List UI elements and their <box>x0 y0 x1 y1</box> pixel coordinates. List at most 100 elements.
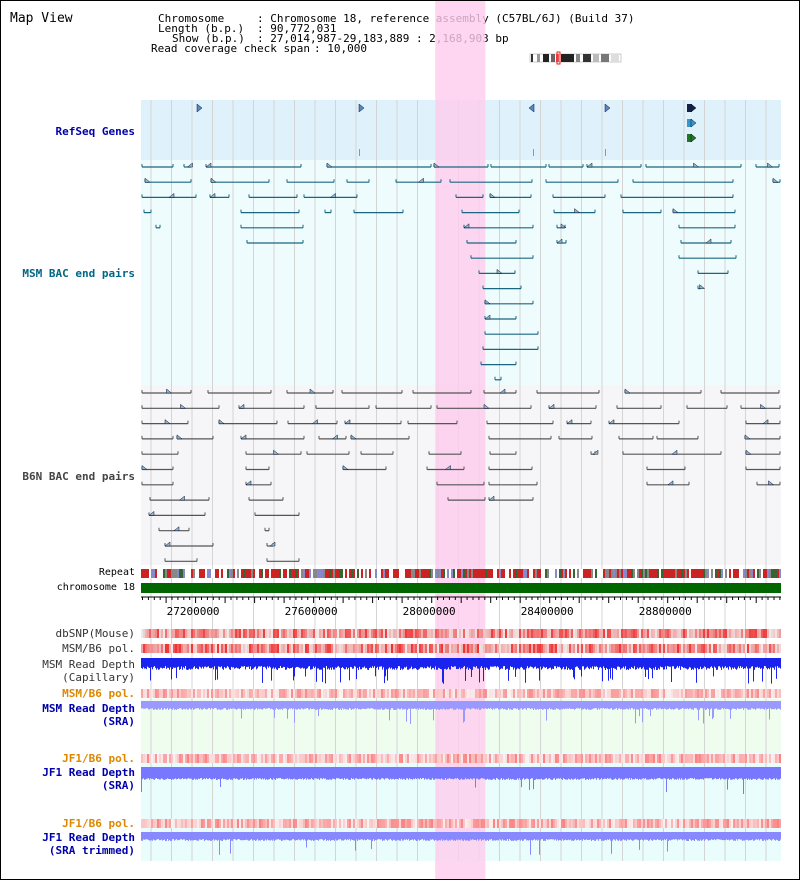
msm-depth-capillary-bar <box>675 658 676 669</box>
jf1-depth-trim-bar <box>516 832 517 841</box>
jf1-b6-pol-trim-heat <box>177 819 179 828</box>
repeat-segment <box>669 569 671 578</box>
msm-b6-pol-sra-heat <box>731 689 733 698</box>
msm-b6-pol-sra-heat <box>207 689 209 698</box>
msm-b6-pol-heat <box>347 644 349 653</box>
msm-depth-sra-bar <box>164 701 165 708</box>
jf1-depth-sra-bar <box>740 767 741 779</box>
repeat-segment <box>709 569 711 578</box>
jf1-depth-trim-bar <box>488 832 489 841</box>
jf1-depth-trim-bar <box>319 832 320 840</box>
dbsnp-heat <box>295 629 297 638</box>
jf1-b6-pol-heat <box>419 754 421 763</box>
dbsnp-heat <box>265 629 267 638</box>
jf1-depth-sra-bar <box>651 767 652 779</box>
dbsnp-heat <box>667 629 669 638</box>
jf1-b6-pol-heat <box>675 754 677 763</box>
jf1-b6-pol-trim-heat <box>503 819 505 828</box>
msm-b6-pol-sra-heat <box>461 689 463 698</box>
jf1-depth-sra-bar <box>720 767 721 780</box>
jf1-b6-pol-trim-heat <box>285 819 287 828</box>
msm-b6-pol-sra-heat <box>161 689 163 698</box>
dbsnp-heat <box>495 629 497 638</box>
repeat-segment <box>291 569 293 578</box>
msm-depth-sra-bar <box>669 701 670 709</box>
msm-depth-sra-bar <box>222 701 223 710</box>
msm-b6-pol-sra-heat <box>215 689 217 698</box>
msm-depth-sra-bar <box>186 701 187 709</box>
jf1-b6-pol-heat <box>587 754 589 763</box>
jf1-b6-pol-trim-heat <box>267 819 269 828</box>
msm-b6-pol-heat <box>753 644 755 653</box>
msm-depth-capillary-bar <box>645 658 646 677</box>
jf1-b6-pol-heat <box>459 754 461 763</box>
msm-depth-sra-bar <box>293 701 294 709</box>
jf1-depth-sra-bar <box>258 767 259 779</box>
msm-depth-sra-bar <box>427 701 428 709</box>
jf1-b6-pol-heat <box>665 754 667 763</box>
msm-depth-sra-bar <box>417 701 418 708</box>
msm-b6-pol-sra-heat <box>187 689 189 698</box>
msm-b6-pol-heat <box>599 644 601 653</box>
msm-b6-pol-heat <box>209 644 211 653</box>
dbsnp-heat <box>409 629 411 638</box>
jf1-depth-trim-bar <box>656 832 657 841</box>
msm-depth-sra-bar <box>469 701 470 709</box>
jf1-b6-pol-heat <box>759 754 761 763</box>
msm-depth-sra-bar <box>650 701 651 717</box>
jf1-depth-sra-bar <box>686 767 687 780</box>
jf1-depth-sra-bar <box>318 767 319 779</box>
repeat-segment <box>745 569 747 578</box>
jf1-depth-sra-bar <box>734 767 735 780</box>
jf1-b6-pol-heat <box>677 754 679 763</box>
jf1-depth-sra-bar <box>383 767 384 779</box>
msm-b6-pol-sra-heat <box>149 689 151 698</box>
dbsnp-heat <box>447 629 449 638</box>
jf1-b6-pol-trim-heat <box>181 819 183 828</box>
msm-b6-pol-sra-heat <box>175 689 177 698</box>
jf1-b6-pol-trim-heat <box>709 819 711 828</box>
msm-depth-capillary-bar <box>314 658 315 668</box>
msm-depth-sra-bar <box>533 701 534 710</box>
msm-depth-sra-bar <box>490 701 491 709</box>
repeat-segment <box>379 569 381 578</box>
msm-depth-capillary-bar <box>490 658 491 667</box>
msm-depth-sra-bar <box>425 701 426 710</box>
jf1-depth-sra-bar <box>406 767 407 779</box>
jf1-b6-pol-heat <box>529 754 531 763</box>
msm-b6-pol-heat <box>587 644 589 653</box>
msm-depth-sra-bar <box>487 701 488 709</box>
msm-b6-pol-sra-heat <box>581 689 583 698</box>
jf1-depth-trim-bar <box>324 832 325 841</box>
msm-depth-sra-bar <box>598 701 599 709</box>
jf1-depth-trim-bar <box>499 832 500 840</box>
repeat-segment <box>411 569 413 578</box>
jf1-b6-pol-heat <box>565 754 567 763</box>
msm-b6-pol-heat <box>439 644 441 653</box>
msm-depth-capillary-bar <box>587 658 588 667</box>
jf1-b6-pol-heat <box>727 754 729 763</box>
jf1-b6-pol-heat <box>435 754 437 763</box>
jf1-depth-trim-bar <box>537 832 538 841</box>
msm-depth-sra-bar <box>270 701 271 710</box>
repeat-segment <box>287 569 289 578</box>
msm-depth-sra-bar <box>380 701 381 710</box>
msm-depth-capillary-bar <box>736 658 737 670</box>
jf1-b6-pol-heat <box>193 754 195 763</box>
jf1-b6-pol-heat <box>427 754 429 763</box>
jf1-b6-pol-heat <box>755 754 757 763</box>
jf1-b6-pol-heat <box>269 754 271 763</box>
msm-depth-capillary-bar <box>547 658 548 670</box>
jf1-b6-pol-trim-heat <box>383 819 385 828</box>
msm-depth-capillary-bar <box>670 658 671 667</box>
msm-depth-sra-bar <box>312 701 313 709</box>
jf1-b6-pol-trim-heat <box>669 819 671 828</box>
jf1-depth-trim-bar <box>598 832 599 841</box>
jf1-depth-sra-bar <box>641 767 642 780</box>
msm-b6-pol-heat <box>677 644 679 653</box>
dbsnp-heat <box>351 629 353 638</box>
msm-depth-capillary-bar <box>758 658 759 668</box>
msm-depth-capillary-bar <box>504 658 505 667</box>
repeat-segment <box>223 569 225 578</box>
